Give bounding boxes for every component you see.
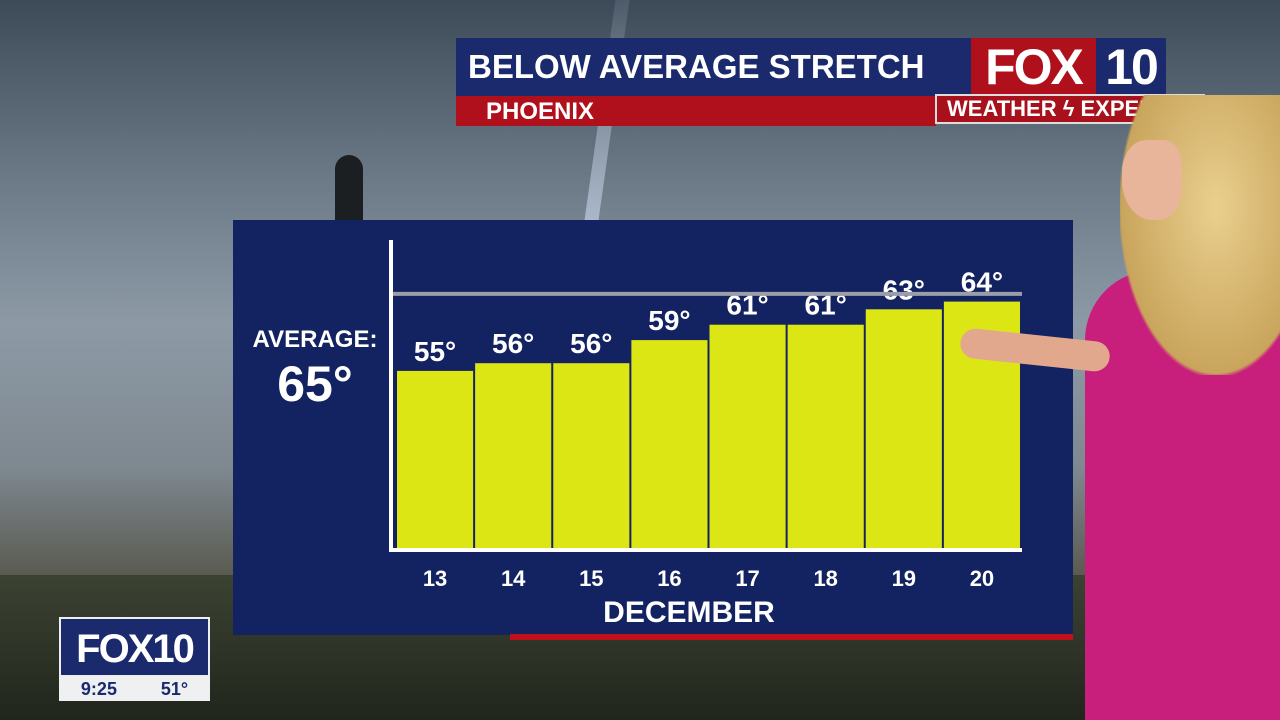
x-tick-label: 14 [501, 566, 526, 591]
ten-logo: 10 [1096, 38, 1166, 96]
location-bar: PHOENIX [456, 96, 936, 126]
x-tick-label: 17 [735, 566, 759, 591]
bar-15 [553, 363, 630, 548]
headline-title: BELOW AVERAGE STRETCH [468, 48, 925, 85]
data-label: 55° [414, 336, 456, 367]
x-tick-label: 15 [579, 566, 603, 591]
bar-19 [865, 309, 942, 548]
x-tick-label: 16 [657, 566, 681, 591]
data-label: 56° [492, 328, 534, 359]
bar-17 [709, 324, 786, 548]
headline-bar: BELOW AVERAGE STRETCH [456, 38, 971, 96]
fox-logo: FOX [971, 38, 1096, 96]
x-tick-label: 18 [813, 566, 837, 591]
x-tick-label: 20 [970, 566, 994, 591]
data-label: 56° [570, 328, 612, 359]
location-label: PHOENIX [486, 98, 595, 125]
bar-16 [631, 340, 708, 548]
data-label: 63° [883, 274, 925, 305]
x-tick-label: 13 [423, 566, 447, 591]
x-axis-label: DECEMBER [603, 596, 775, 629]
tagline-weather: WEATHER [947, 96, 1057, 121]
presenter-face [1122, 140, 1182, 220]
data-label: 59° [648, 305, 690, 336]
bug-temp: 51° [160, 678, 189, 699]
bug-logo: FOX10 [59, 617, 210, 677]
bug-time: 9:25 [80, 678, 117, 699]
bar-14 [475, 363, 552, 548]
panel-red-accent [510, 634, 1073, 640]
station-bug: FOX10 9:25 51° [59, 617, 210, 701]
x-tick-label: 19 [892, 566, 916, 591]
average-value: 65° [277, 356, 353, 412]
average-label: AVERAGE: [252, 326, 378, 353]
lightning-icon: ϟ [1062, 96, 1075, 121]
bar-18 [787, 324, 864, 548]
presenter-hair [1120, 95, 1280, 375]
bar-13 [397, 370, 474, 548]
